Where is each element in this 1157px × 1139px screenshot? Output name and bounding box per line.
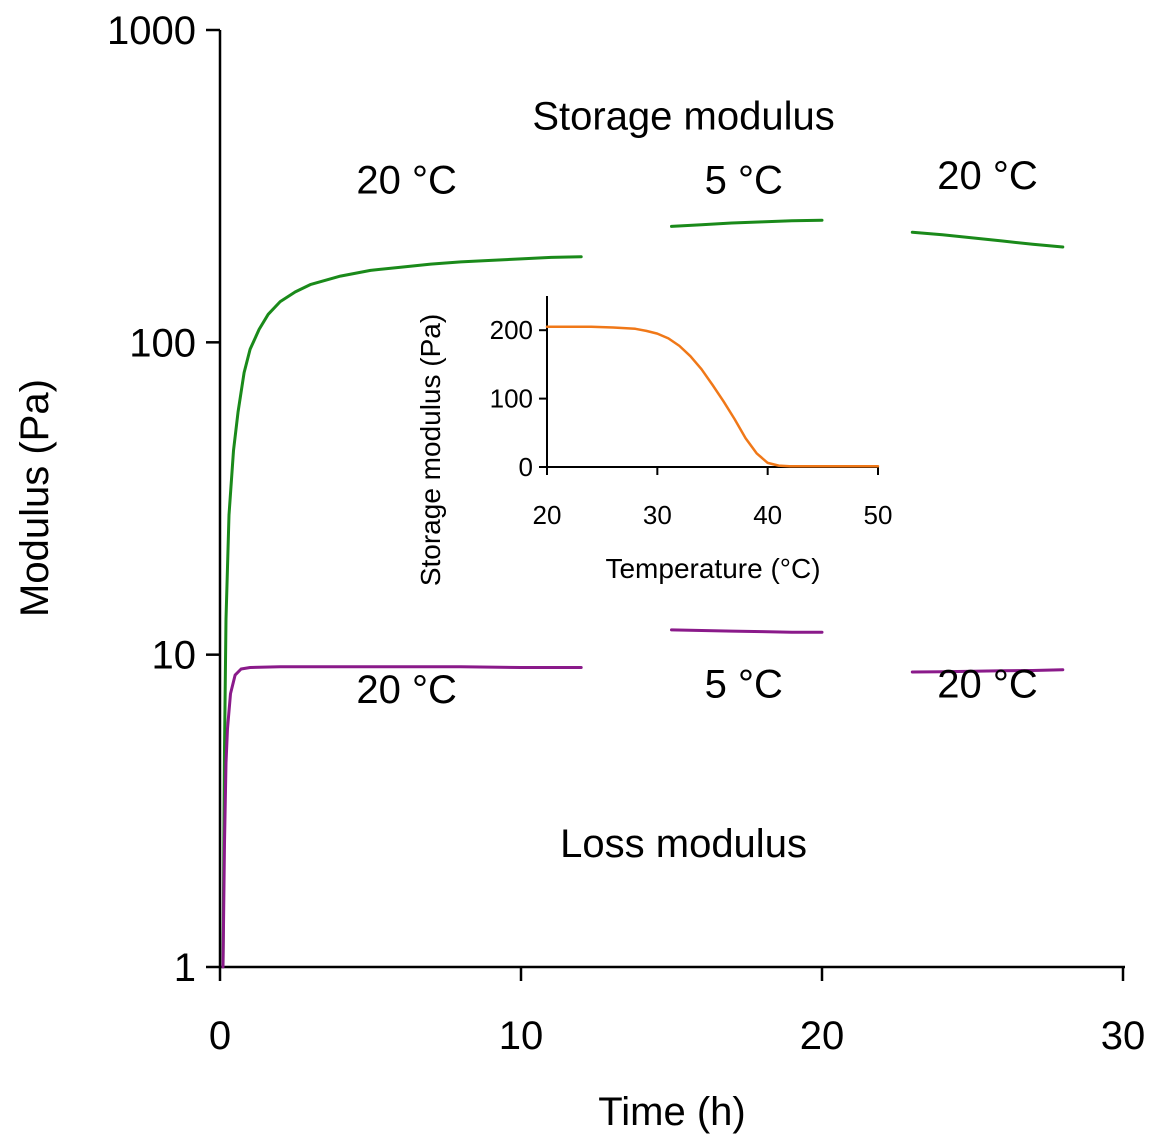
annotation-label: 20 °C [356,668,457,712]
annotation-label: 20 °C [937,154,1038,198]
inset-x-axis-title: Temperature (°C) [605,553,820,584]
main-x-tick-label: 10 [499,1014,544,1058]
main-y-tick-label: 1000 [107,9,196,53]
annotation-label: 5 °C [705,662,783,706]
inset-x-tick-label: 20 [533,500,562,530]
annotation-label: 20 °C [356,158,457,202]
inset-storage-modulus-line [545,325,880,468]
main-x-tick-label: 30 [1101,1014,1146,1058]
main-y-tick-label: 10 [152,634,197,678]
inset-y-tick-label: 100 [490,384,533,414]
main-x-tick-label: 0 [209,1014,231,1058]
loss-modulus-line-segment [670,628,824,634]
annotation-label: 20 °C [937,662,1038,706]
inset-ticks: 20 30 40 50 0 100 200 [490,315,893,530]
main-axes [218,30,1125,969]
inset-y-axis-title: Storage modulus (Pa) [415,314,446,586]
loss-modulus-line-segment [221,665,583,969]
inset-x-tick-label: 30 [643,500,672,530]
annotation-label: 5 °C [705,158,783,202]
main-y-tick-label: 1 [174,946,196,990]
main-x-axis-title: Time (h) [598,1090,745,1134]
storage-modulus-line-segment [670,218,824,228]
main-y-tick-label: 100 [129,321,196,365]
main-x-tick-label: 20 [800,1014,845,1058]
storage-modulus-line-segment [221,255,583,969]
inset-series [545,325,880,468]
inset-y-tick-label: 0 [519,452,533,482]
annotation-label: Loss modulus [560,822,807,866]
main-series [221,218,1065,969]
annotation-label: Storage modulus [532,95,834,139]
main-annotations: Storage modulus Loss modulus 20 °C 5 °C 20 °… [356,95,1037,866]
inset-x-tick-label: 50 [864,500,893,530]
inset-y-tick-label: 200 [490,315,533,345]
inset-x-tick-label: 40 [753,500,782,530]
loss-modulus-line-segment [910,668,1065,674]
main-y-axis-title: Modulus (Pa) [13,379,57,617]
storage-modulus-line-segment [910,230,1065,249]
inset-chart: 20 30 40 50 0 100 200 Temperature (°C) Storage… [415,296,892,586]
